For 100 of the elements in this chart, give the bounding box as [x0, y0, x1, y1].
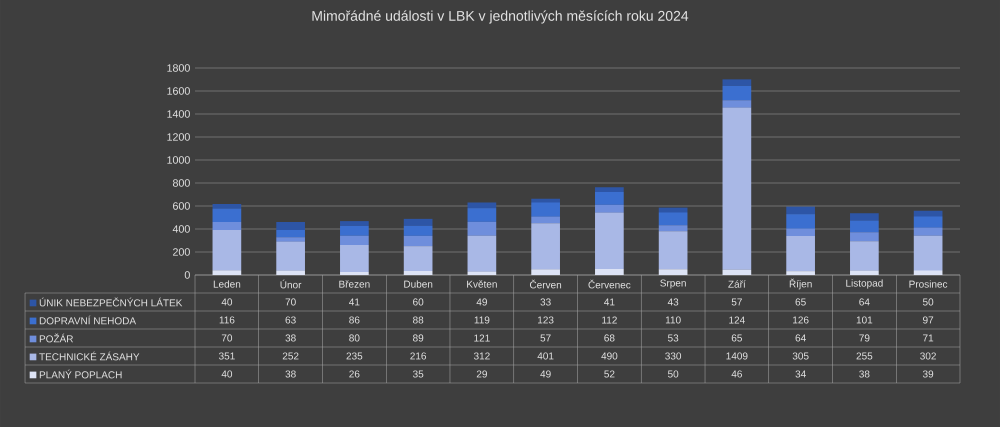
data-label: 50: [922, 298, 934, 306]
bar: [658, 212, 688, 226]
bar: [531, 216, 560, 224]
x-tick-label: Říjen: [790, 278, 812, 290]
y-tick-label: 800: [172, 179, 190, 187]
bar: [914, 210, 942, 216]
data-label: 52: [604, 370, 614, 378]
data-label: 60: [413, 298, 424, 306]
data-label: 50: [668, 370, 678, 378]
data-label: 64: [796, 334, 806, 342]
bar: [531, 269, 560, 275]
legend-label: POŽÁR: [40, 334, 73, 342]
data-label: 79: [859, 334, 870, 342]
data-label: 40: [222, 298, 232, 306]
data-label: 41: [604, 298, 614, 306]
data-label: 38: [285, 370, 296, 378]
bar: [404, 218, 432, 226]
bar: [404, 236, 432, 246]
bar: [722, 108, 752, 270]
bar: [658, 231, 688, 270]
data-label: 65: [796, 298, 806, 306]
bar: [340, 221, 369, 226]
bar: [595, 192, 624, 205]
bar: [595, 212, 624, 270]
data-label: 65: [732, 334, 742, 342]
data-label: 33: [540, 298, 551, 306]
bar: [850, 213, 879, 221]
bar: [468, 236, 496, 272]
bar: [658, 269, 688, 275]
y-tick-label: 1800: [167, 64, 190, 72]
data-label: 64: [859, 298, 870, 306]
data-label: 89: [413, 334, 424, 342]
data-label: 126: [793, 316, 809, 324]
bar: [276, 270, 305, 275]
x-tick-label: Duben: [404, 280, 432, 288]
data-label: 35: [412, 370, 424, 378]
data-label: 71: [923, 334, 934, 342]
bar: [786, 271, 815, 275]
bar: [276, 230, 305, 238]
y-tick-label: 400: [172, 225, 190, 233]
bar: [531, 198, 560, 203]
bar: [658, 225, 688, 232]
data-label: 121: [474, 334, 490, 342]
data-label: 490: [601, 352, 618, 360]
data-label: 101: [856, 316, 872, 324]
bar: [468, 222, 496, 236]
bar: [212, 204, 242, 209]
bar: [914, 216, 942, 228]
bar: [404, 226, 432, 236]
x-tick-label: Březen: [339, 280, 370, 288]
bar: [722, 86, 752, 100]
bar: [212, 222, 242, 230]
bar: [404, 270, 432, 275]
bar: [786, 228, 815, 236]
bar: [276, 222, 305, 230]
bar: [914, 270, 942, 275]
data-label: 70: [222, 334, 232, 342]
legend-label: DOPRAVNÍ NEHODA: [40, 316, 136, 324]
legend-label: ÚNIK NEBEZPEČNÝCH LÁTEK: [40, 298, 182, 306]
data-label: 38: [285, 334, 296, 342]
y-tick-label: 1600: [167, 87, 190, 95]
y-tick-label: 200: [173, 248, 190, 256]
x-tick-label: Leden: [214, 280, 240, 288]
x-tick-label: Červen: [530, 280, 562, 288]
bar: [595, 204, 624, 213]
bar: [658, 208, 688, 213]
x-tick-label: Listopad: [846, 279, 883, 289]
bar: [404, 246, 432, 271]
bar: [722, 100, 752, 108]
bar: [276, 237, 305, 242]
bar: [850, 220, 879, 232]
data-label: 401: [537, 352, 554, 360]
y-tick-label: 0: [184, 271, 190, 279]
data-label: 57: [540, 334, 551, 342]
bar: [468, 208, 496, 222]
data-label: 70: [286, 298, 296, 306]
data-label: 97: [922, 316, 934, 324]
data-label: 46: [732, 370, 742, 378]
bar: [595, 269, 624, 275]
data-label: 26: [349, 370, 360, 378]
x-tick-label: Září: [728, 280, 746, 288]
bar: [914, 228, 942, 236]
data-label: 86: [349, 316, 360, 324]
data-label: 34: [795, 370, 806, 378]
x-tick-label: Červenec: [588, 280, 631, 288]
data-label: 68: [604, 334, 615, 342]
y-tick-label: 1000: [167, 156, 190, 164]
data-label: 235: [346, 352, 362, 360]
x-tick-label: Srpen: [660, 279, 686, 289]
bar: [340, 236, 369, 245]
bar: [531, 223, 560, 270]
bar: [212, 230, 242, 270]
bar: [531, 202, 560, 217]
data-label: 1409: [726, 352, 748, 360]
bar: [340, 226, 369, 236]
bar: [786, 236, 815, 272]
bar: [212, 270, 242, 275]
bar: [850, 241, 879, 271]
data-label: 40: [222, 370, 232, 378]
chart-title: Mimořádné události v LBK v jednotlivých měsících roku 2024: [312, 10, 688, 24]
